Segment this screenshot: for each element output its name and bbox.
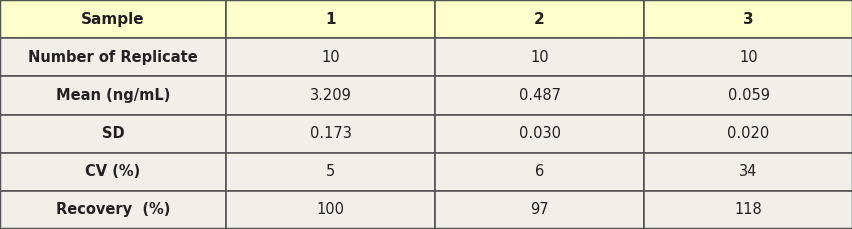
Bar [643,38,852,76]
Bar [435,38,643,76]
Text: 100: 100 [316,202,344,217]
Bar [435,153,643,191]
Text: 0.020: 0.020 [727,126,769,141]
Text: Sample: Sample [81,12,145,27]
Bar [226,0,435,38]
Text: Recovery  (%): Recovery (%) [55,202,170,217]
Bar [0,114,226,153]
Text: 10: 10 [739,50,757,65]
Bar [643,191,852,229]
Bar [226,191,435,229]
Bar [0,76,226,114]
Bar [0,0,226,38]
Bar [435,191,643,229]
Text: 1: 1 [325,12,336,27]
Text: 0.059: 0.059 [727,88,769,103]
Bar [226,76,435,114]
Bar [643,0,852,38]
Bar [435,0,643,38]
Text: 34: 34 [739,164,757,179]
Text: 118: 118 [734,202,762,217]
Bar [226,38,435,76]
Bar [643,76,852,114]
Text: SD: SD [101,126,124,141]
Text: 3.209: 3.209 [309,88,351,103]
Text: CV (%): CV (%) [85,164,141,179]
Text: 10: 10 [530,50,548,65]
Bar [0,38,226,76]
Bar [435,76,643,114]
Text: 3: 3 [742,12,753,27]
Bar [435,114,643,153]
Bar [226,153,435,191]
Text: 5: 5 [325,164,335,179]
Bar [0,191,226,229]
Text: 0.487: 0.487 [518,88,560,103]
Text: 6: 6 [534,164,544,179]
Bar [226,114,435,153]
Text: Mean (ng/mL): Mean (ng/mL) [55,88,170,103]
Text: 10: 10 [321,50,339,65]
Text: Number of Replicate: Number of Replicate [28,50,198,65]
Text: 0.173: 0.173 [309,126,351,141]
Text: 97: 97 [530,202,548,217]
Text: 2: 2 [533,12,544,27]
Bar [643,114,852,153]
Bar [0,153,226,191]
Text: 0.030: 0.030 [518,126,560,141]
Bar [643,153,852,191]
